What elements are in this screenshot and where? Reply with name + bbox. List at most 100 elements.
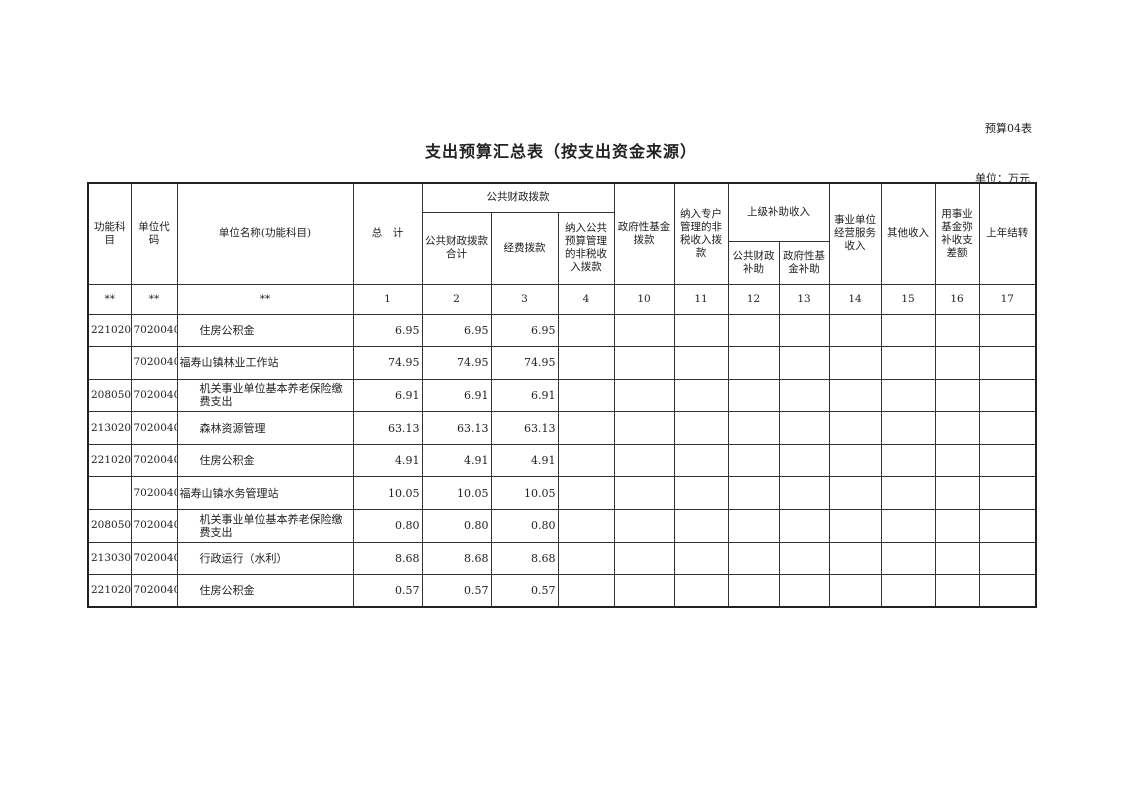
header-business-income: 事业单位经营服务收入 [828, 182, 882, 285]
func-subject-cell [87, 346, 132, 380]
empty-cell [934, 378, 980, 413]
empty-cell [880, 313, 936, 348]
empty-cell [828, 509, 882, 543]
column-number: 11 [673, 283, 729, 315]
empty-cell [778, 509, 830, 543]
empty-cell [934, 443, 980, 478]
table-row: 7020040 福寿山镇水务管理站 10.05 10.05 10.05 [87, 476, 1037, 511]
empty-cell [880, 509, 936, 543]
func-subject-cell: 2210201 [87, 574, 132, 608]
empty-cell [727, 346, 780, 380]
empty-cell [673, 346, 729, 380]
funding-allocation-cell: 63.13 [490, 411, 559, 445]
public-finance-total-cell: 63.13 [421, 411, 492, 445]
func-subject-cell: 2080505 [87, 378, 132, 413]
table-row: 20805057020040机关事业单位基本养老保险缴费支出6.916.916.… [87, 378, 1037, 413]
empty-cell [778, 411, 830, 445]
empty-cell [828, 411, 882, 445]
header-public-finance-group: 公共财政拨款 [421, 182, 615, 213]
public-finance-total-cell: 6.91 [421, 378, 492, 413]
empty-cell [673, 541, 729, 576]
empty-cell [557, 541, 615, 576]
empty-cell [978, 541, 1037, 576]
empty-cell [778, 443, 830, 478]
funding-allocation-cell: 0.57 [490, 574, 559, 608]
unit-code-cell: 7020040 [130, 509, 178, 543]
empty-cell [880, 346, 936, 380]
column-number-row: ** ** ** 1 2 3 4 10 11 12 13 14 15 16 17 [87, 283, 1037, 315]
column-number: 1 [352, 283, 423, 315]
column-number: 16 [934, 283, 980, 315]
empty-cell [828, 313, 882, 348]
unit-code-cell: 7020040 [130, 541, 178, 576]
empty-cell [778, 541, 830, 576]
column-number: 2 [421, 283, 492, 315]
empty-cell [727, 313, 780, 348]
unit-code-cell: 7020040 [130, 313, 178, 348]
unit-code-cell: 7020040 [130, 411, 178, 445]
empty-cell [978, 411, 1037, 445]
table-row: 20805057020040机关事业单位基本养老保险缴费支出0.800.800.… [87, 509, 1037, 543]
empty-cell [673, 509, 729, 543]
unit-label: 单位：万元 [975, 172, 1030, 185]
funding-allocation-cell: 6.95 [490, 313, 559, 348]
empty-cell [978, 509, 1037, 543]
empty-cell [557, 378, 615, 413]
funding-allocation-cell: 74.95 [490, 346, 559, 380]
column-number: ** [176, 283, 354, 315]
empty-cell [934, 509, 980, 543]
empty-cell [828, 346, 882, 380]
public-finance-total-cell: 0.57 [421, 574, 492, 608]
funding-allocation-cell: 6.91 [490, 378, 559, 413]
empty-cell [727, 509, 780, 543]
column-number: 10 [613, 283, 675, 315]
budget-table: 功能科目 单位代码 单位名称(功能科目) 总 计 公共财政拨款 政府性基金拨款 … [87, 182, 1038, 609]
header-total: 总 计 [352, 182, 423, 285]
column-number: 17 [978, 283, 1037, 315]
empty-cell [557, 509, 615, 543]
empty-cell [613, 313, 675, 348]
public-finance-total-cell: 74.95 [421, 346, 492, 380]
empty-cell [778, 476, 830, 511]
column-number: 4 [557, 283, 615, 315]
empty-cell [613, 411, 675, 445]
empty-cell [557, 313, 615, 348]
public-finance-total-cell: 10.05 [421, 476, 492, 511]
empty-cell [727, 411, 780, 445]
empty-cell [978, 574, 1037, 608]
empty-cell [828, 443, 882, 478]
public-finance-total-cell: 8.68 [421, 541, 492, 576]
empty-cell [557, 346, 615, 380]
empty-cell [978, 346, 1037, 380]
header-public-finance-subsidy: 公共财政补助 [727, 240, 780, 285]
empty-cell [727, 476, 780, 511]
empty-cell [880, 541, 936, 576]
public-finance-total-cell: 4.91 [421, 443, 492, 478]
unit-name-cell: 机关事业单位基本养老保险缴费支出 [176, 509, 354, 543]
empty-cell [978, 443, 1037, 478]
page-title: 支出预算汇总表（按支出资金来源） [424, 142, 697, 161]
empty-cell [978, 313, 1037, 348]
public-finance-total-cell: 0.80 [421, 509, 492, 543]
header-unit-code: 单位代码 [130, 182, 178, 285]
unit-name-cell: 住房公积金 [176, 443, 354, 478]
empty-cell [557, 443, 615, 478]
total-cell: 6.95 [352, 313, 423, 348]
unit-name-cell: 森林资源管理 [176, 411, 354, 445]
funding-allocation-cell: 0.80 [490, 509, 559, 543]
empty-cell [778, 313, 830, 348]
column-number: 13 [778, 283, 830, 315]
header-public-finance-total: 公共财政拨款合计 [421, 211, 492, 285]
empty-cell [828, 378, 882, 413]
empty-cell [778, 346, 830, 380]
funding-allocation-cell: 8.68 [490, 541, 559, 576]
column-number: 3 [490, 283, 559, 315]
column-number: 12 [727, 283, 780, 315]
header-unit-name: 单位名称(功能科目) [176, 182, 354, 285]
empty-cell [727, 574, 780, 608]
empty-cell [673, 443, 729, 478]
empty-cell [613, 476, 675, 511]
func-subject-cell [87, 476, 132, 511]
empty-cell [673, 476, 729, 511]
unit-code-cell: 7020040 [130, 443, 178, 478]
